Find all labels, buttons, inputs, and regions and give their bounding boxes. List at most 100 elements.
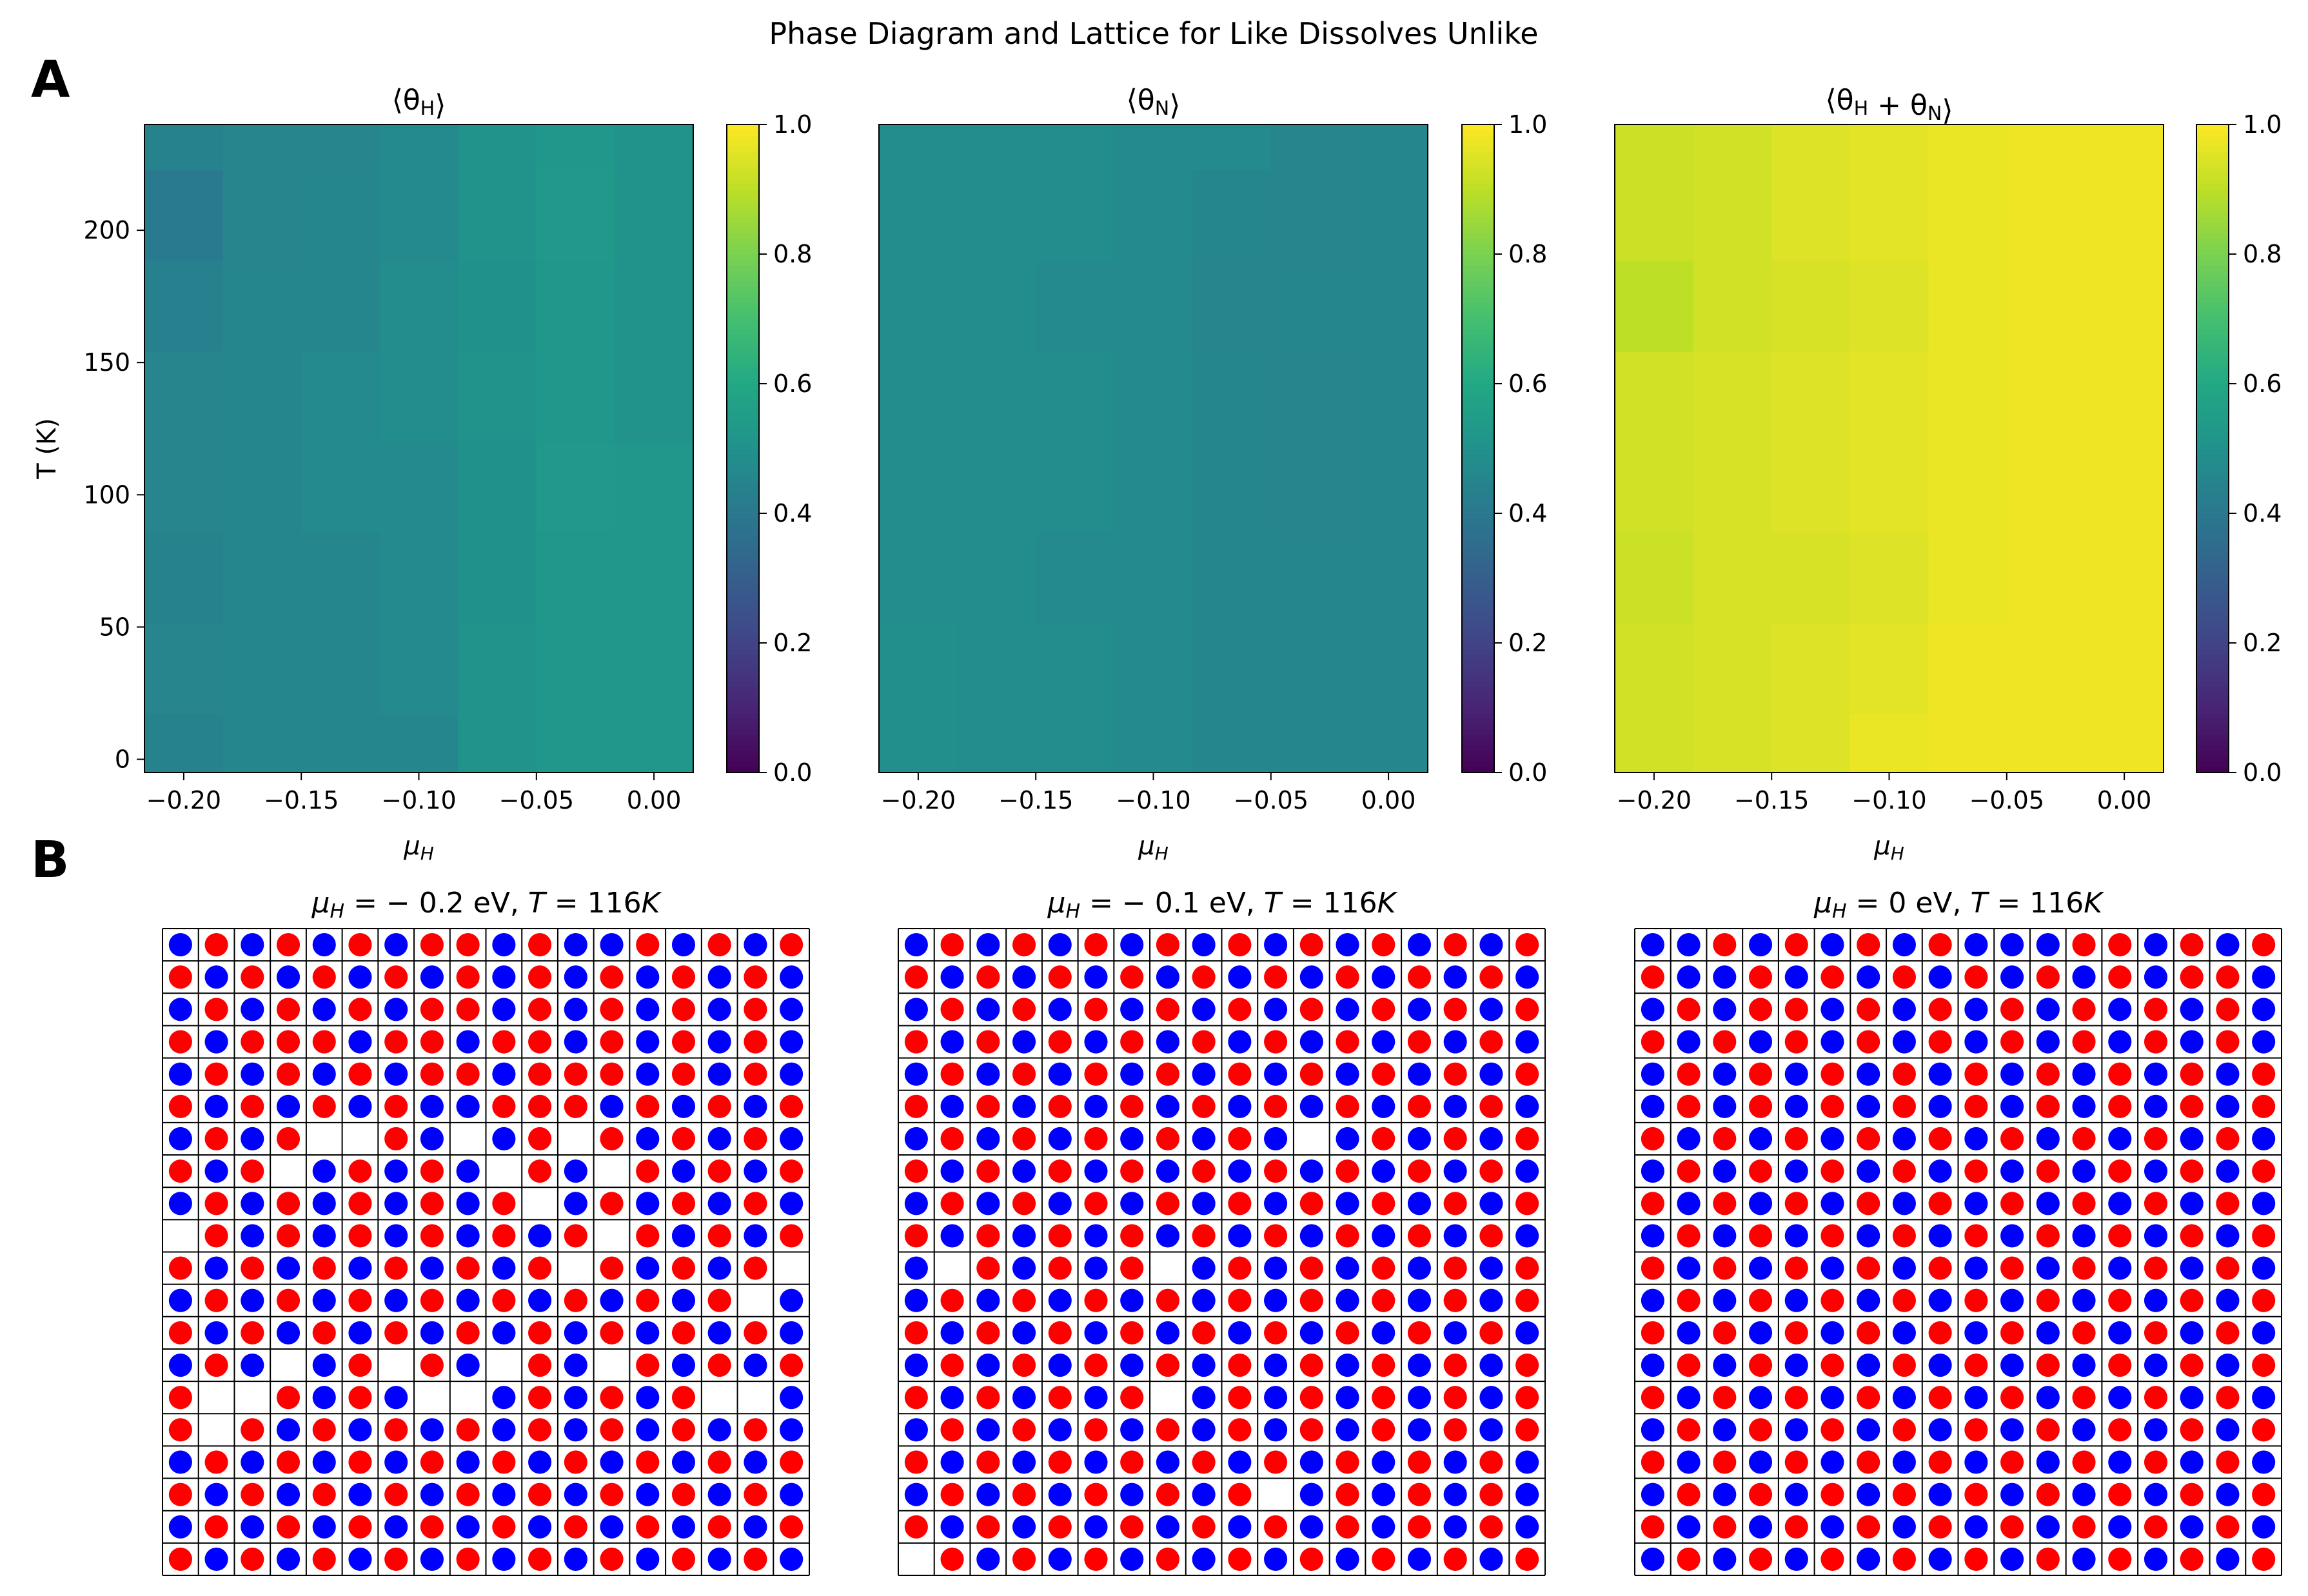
h-site bbox=[348, 1386, 371, 1409]
n-site bbox=[1964, 1321, 1987, 1345]
h-site bbox=[1156, 1354, 1179, 1377]
colorbar-band bbox=[1462, 141, 1494, 146]
colorbar-tick-label: 1.0 bbox=[1508, 110, 1547, 139]
heat-cell bbox=[1928, 261, 2007, 351]
colorbar-band bbox=[1462, 243, 1494, 249]
colorbar-band bbox=[1462, 313, 1494, 319]
n-site bbox=[313, 1515, 336, 1539]
h-site bbox=[2108, 1354, 2131, 1377]
colorbar-band bbox=[1462, 449, 1494, 455]
n-site bbox=[420, 1418, 444, 1441]
colorbar-band bbox=[727, 654, 759, 660]
heat-cell bbox=[2007, 170, 2086, 261]
heat-cell bbox=[1771, 623, 1850, 714]
h-site bbox=[1228, 1289, 1251, 1312]
h-site bbox=[1049, 1095, 1072, 1118]
n-site bbox=[2037, 1127, 2060, 1150]
heat-cell bbox=[458, 714, 537, 773]
h-site bbox=[2000, 1386, 2024, 1409]
colorbar: 0.00.20.40.60.81.0 bbox=[727, 110, 812, 787]
h-site bbox=[600, 1483, 623, 1506]
h-site bbox=[1857, 998, 1880, 1021]
heat-cell bbox=[1928, 714, 2007, 773]
h-site bbox=[1084, 1548, 1107, 1571]
colorbar-band bbox=[1462, 713, 1494, 719]
colorbar-band bbox=[2196, 643, 2229, 649]
n-site bbox=[636, 965, 659, 989]
h-site bbox=[1964, 1483, 1987, 1506]
colorbar-band bbox=[727, 486, 759, 492]
n-site bbox=[708, 1127, 731, 1150]
n-site bbox=[1444, 1515, 1467, 1539]
colorbar-band bbox=[1462, 206, 1494, 212]
n-site bbox=[744, 1354, 767, 1377]
n-site bbox=[1444, 965, 1467, 989]
h-site bbox=[1785, 1192, 1808, 1215]
h-site bbox=[1964, 1354, 1987, 1377]
h-site bbox=[2252, 933, 2275, 956]
n-site bbox=[313, 1224, 336, 1247]
n-site bbox=[2108, 1515, 2131, 1539]
n-site bbox=[1713, 1354, 1736, 1377]
n-site bbox=[2252, 1450, 2275, 1473]
colorbar-band bbox=[2196, 724, 2229, 730]
heat-cell bbox=[223, 124, 302, 170]
colorbar-band bbox=[1462, 578, 1494, 584]
colorbar-band bbox=[1462, 152, 1494, 157]
n-site bbox=[2072, 1483, 2095, 1506]
n-site bbox=[1479, 1289, 1503, 1312]
heat-cell bbox=[615, 351, 693, 442]
h-site bbox=[1444, 1257, 1467, 1280]
heat-cell bbox=[879, 351, 958, 442]
heat-cell bbox=[1114, 124, 1193, 170]
heat-cell bbox=[2085, 533, 2164, 624]
n-site bbox=[1372, 1321, 1395, 1345]
h-site bbox=[1929, 1030, 1952, 1053]
h-site bbox=[1749, 1548, 1772, 1571]
h-site bbox=[1408, 1450, 1431, 1473]
n-site bbox=[1336, 1192, 1359, 1215]
h-site bbox=[1444, 933, 1467, 956]
colorbar-band bbox=[727, 713, 759, 719]
colorbar-band bbox=[2196, 492, 2229, 498]
colorbar-band bbox=[2196, 330, 2229, 335]
n-site bbox=[1228, 965, 1251, 989]
colorbar-tick-label: 0.4 bbox=[773, 499, 812, 527]
h-site bbox=[1012, 1354, 1036, 1377]
n-site bbox=[1156, 1515, 1179, 1539]
x-tick-label: 0.00 bbox=[2097, 786, 2152, 814]
heat-cell bbox=[458, 170, 537, 261]
h-site bbox=[169, 1483, 192, 1506]
n-site bbox=[2252, 1127, 2275, 1150]
heat-cell bbox=[537, 623, 615, 714]
h-site bbox=[1156, 1418, 1179, 1441]
colorbar-band bbox=[727, 297, 759, 303]
h-site bbox=[1049, 1386, 1072, 1409]
n-site bbox=[2108, 1127, 2131, 1150]
n-site bbox=[1785, 1063, 1808, 1086]
n-site bbox=[2037, 998, 2060, 1021]
n-site bbox=[348, 965, 371, 989]
h-site bbox=[2252, 1548, 2275, 1571]
h-site bbox=[205, 1289, 228, 1312]
n-site bbox=[636, 1386, 659, 1409]
h-site bbox=[905, 1386, 928, 1409]
n-site bbox=[1857, 1548, 1880, 1571]
n-site bbox=[1408, 1386, 1431, 1409]
n-site bbox=[672, 933, 695, 956]
colorbar-band bbox=[1462, 276, 1494, 282]
heat-cell bbox=[1615, 170, 1693, 261]
h-site bbox=[1372, 1418, 1395, 1441]
h-site bbox=[457, 1418, 480, 1441]
heat-cell bbox=[2007, 714, 2086, 773]
colorbar-band bbox=[2196, 124, 2229, 130]
h-site bbox=[744, 965, 767, 989]
colorbar-band bbox=[2196, 184, 2229, 190]
h-site bbox=[1893, 1095, 1916, 1118]
colorbar-band bbox=[727, 665, 759, 671]
colorbar-band bbox=[2196, 449, 2229, 455]
h-site bbox=[420, 1224, 444, 1247]
n-site bbox=[2180, 1321, 2204, 1345]
n-site bbox=[528, 1450, 551, 1473]
h-site bbox=[313, 1321, 336, 1345]
